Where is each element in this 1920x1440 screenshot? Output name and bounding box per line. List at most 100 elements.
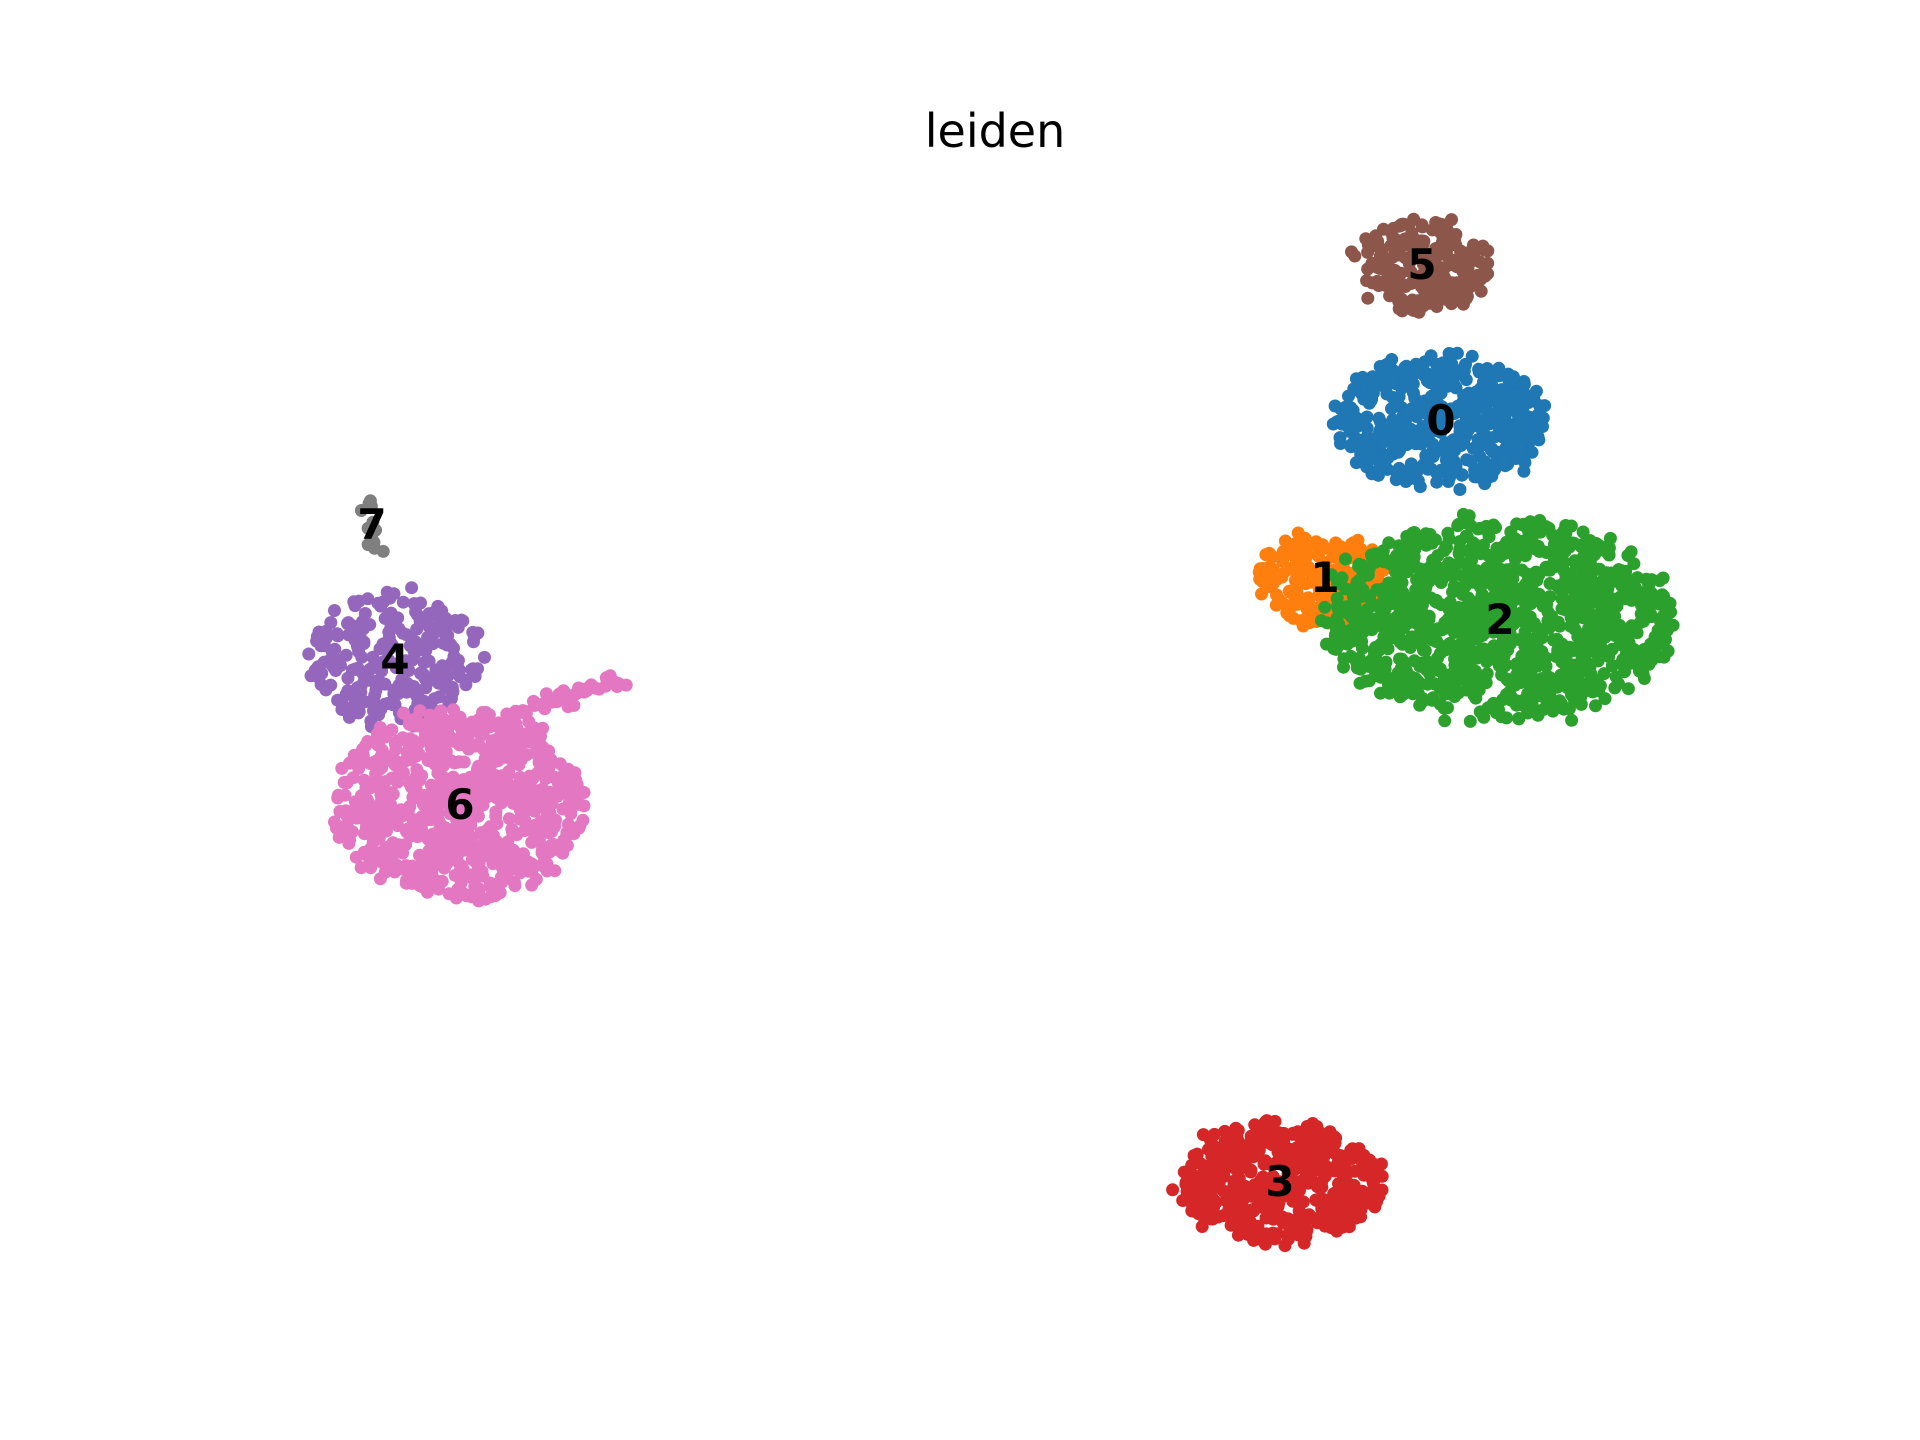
point-cluster-0: [1516, 400, 1530, 414]
point-cluster-6: [480, 767, 494, 780]
point-cluster-6: [439, 774, 452, 788]
point-cluster-5: [1474, 284, 1488, 298]
point-cluster-2: [1330, 591, 1344, 605]
point-cluster-6: [368, 828, 382, 842]
point-cluster-5: [1420, 290, 1434, 304]
point-cluster-6: [415, 769, 429, 783]
point-cluster-6: [537, 856, 551, 870]
point-cluster-6: [332, 830, 346, 844]
point-cluster-3: [1281, 1228, 1295, 1242]
point-cluster-2: [1418, 644, 1432, 658]
point-cluster-6: [521, 820, 535, 834]
point-cluster-4: [378, 697, 392, 711]
point-cluster-5: [1473, 255, 1487, 269]
point-cluster-6: [331, 791, 345, 805]
point-cluster-6: [494, 870, 508, 884]
point-cluster-6: [467, 852, 481, 866]
point-cluster-4: [355, 615, 369, 629]
point-cluster-6: [380, 813, 394, 827]
point-cluster-2: [1348, 598, 1362, 612]
point-cluster-2: [1328, 633, 1342, 647]
point-cluster-2: [1376, 544, 1390, 558]
point-cluster-5: [1425, 256, 1439, 270]
point-cluster-2: [1523, 515, 1537, 529]
point-cluster-2: [1570, 693, 1584, 706]
point-cluster-2: [1393, 652, 1406, 666]
point-cluster-6: [516, 797, 529, 811]
point-cluster-2: [1446, 569, 1460, 583]
point-cluster-6: [372, 763, 386, 777]
point-cluster-6: [545, 695, 559, 709]
point-cluster-1: [1282, 584, 1296, 598]
point-cluster-2: [1482, 594, 1496, 608]
point-cluster-4: [384, 620, 398, 634]
point-cluster-3: [1179, 1177, 1193, 1191]
point-cluster-3: [1276, 1216, 1290, 1230]
point-cluster-2: [1565, 713, 1579, 727]
point-cluster-2: [1518, 625, 1532, 639]
point-cluster-3: [1288, 1186, 1302, 1200]
point-cluster-2: [1433, 662, 1447, 676]
point-cluster-0: [1366, 370, 1380, 384]
point-cluster-4: [466, 662, 480, 676]
point-cluster-5: [1386, 250, 1399, 264]
point-cluster-3: [1330, 1224, 1344, 1238]
point-cluster-6: [375, 743, 389, 757]
point-cluster-0: [1495, 383, 1509, 397]
point-cluster-3: [1300, 1127, 1314, 1140]
point-cluster-6: [482, 850, 496, 863]
point-cluster-2: [1409, 635, 1423, 649]
point-cluster-0: [1439, 362, 1453, 376]
point-cluster-3: [1352, 1142, 1366, 1156]
scatter-points: [302, 212, 1680, 1253]
point-cluster-0: [1408, 366, 1422, 380]
point-cluster-6: [342, 836, 356, 850]
point-cluster-4: [358, 672, 372, 686]
point-cluster-6: [553, 757, 567, 771]
point-cluster-6: [547, 820, 561, 834]
point-cluster-2: [1486, 579, 1500, 593]
point-cluster-0: [1419, 449, 1433, 463]
point-cluster-2: [1500, 711, 1513, 725]
point-cluster-6: [536, 740, 550, 754]
point-cluster-0: [1372, 411, 1386, 425]
point-cluster-4: [396, 595, 410, 609]
point-cluster-2: [1469, 691, 1483, 705]
point-cluster-2: [1387, 631, 1400, 645]
point-cluster-3: [1264, 1124, 1278, 1138]
point-cluster-4: [431, 599, 445, 613]
point-cluster-2: [1393, 602, 1407, 616]
point-cluster-2: [1557, 592, 1571, 606]
point-cluster-0: [1489, 368, 1503, 382]
point-cluster-3: [1266, 1212, 1280, 1226]
point-cluster-0: [1402, 404, 1415, 418]
point-cluster-3: [1366, 1176, 1380, 1190]
point-cluster-4: [357, 695, 371, 709]
point-cluster-4: [366, 650, 380, 664]
point-cluster-2: [1545, 701, 1559, 715]
point-cluster-2: [1439, 643, 1453, 657]
point-cluster-6: [405, 859, 419, 873]
point-cluster-0: [1472, 362, 1486, 376]
point-cluster-4: [364, 714, 378, 728]
point-cluster-2: [1576, 550, 1590, 564]
point-cluster-1: [1303, 616, 1317, 630]
point-cluster-2: [1356, 582, 1370, 596]
point-cluster-2: [1553, 619, 1567, 633]
point-cluster-2: [1438, 714, 1452, 728]
point-cluster-6: [577, 799, 591, 813]
point-cluster-1: [1269, 598, 1283, 612]
point-cluster-6: [415, 822, 428, 836]
point-cluster-2: [1510, 698, 1523, 712]
point-cluster-3: [1232, 1160, 1246, 1174]
point-cluster-3: [1318, 1141, 1332, 1155]
point-cluster-6: [536, 795, 550, 809]
point-cluster-4: [369, 683, 383, 697]
point-cluster-2: [1555, 637, 1569, 651]
point-cluster-4: [339, 648, 353, 662]
point-cluster-3: [1204, 1166, 1218, 1180]
point-cluster-2: [1496, 659, 1510, 673]
point-cluster-2: [1393, 580, 1407, 594]
point-cluster-3: [1278, 1239, 1292, 1253]
